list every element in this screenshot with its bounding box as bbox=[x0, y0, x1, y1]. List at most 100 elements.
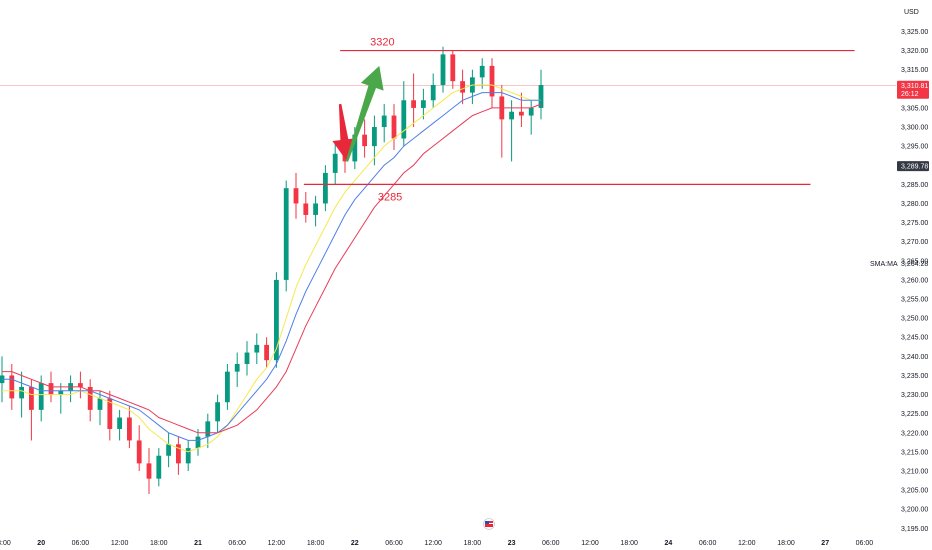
candle-body[interactable] bbox=[107, 398, 113, 429]
time-tick: 06:00 bbox=[856, 540, 874, 547]
time-axis[interactable]: 18:00 20 06:00 12:00 18:00 21 06:00 12:00 18:00 2… bbox=[0, 518, 874, 548]
candle-body[interactable] bbox=[479, 65, 485, 78]
candle-body[interactable] bbox=[362, 134, 367, 147]
plot-area[interactable]: 3320 3285 bbox=[0, 37, 896, 494]
time-tick: 06:00 bbox=[542, 540, 560, 547]
time-tick: 22 bbox=[351, 540, 359, 547]
candle-body[interactable] bbox=[460, 81, 465, 93]
price-tick: 3,270.00 bbox=[901, 239, 928, 246]
price-tick: 3,280.00 bbox=[901, 201, 928, 208]
candle-body[interactable] bbox=[176, 444, 181, 464]
price-tick: 3,225.00 bbox=[901, 411, 928, 418]
candle-body[interactable] bbox=[264, 344, 269, 361]
time-tick: 12:00 bbox=[111, 540, 129, 547]
candle-body[interactable] bbox=[225, 371, 230, 403]
marker-price-value: 3,289.78 bbox=[901, 164, 928, 171]
price-tick: 3,220.00 bbox=[901, 430, 928, 437]
candle-body[interactable] bbox=[127, 417, 132, 441]
indicator-value: 3,264.28 bbox=[901, 261, 928, 268]
price-tick: 3,295.00 bbox=[901, 144, 928, 151]
candle-body[interactable] bbox=[411, 100, 416, 108]
candle-body[interactable] bbox=[440, 54, 446, 85]
candle-body[interactable] bbox=[283, 188, 289, 280]
candle-body[interactable] bbox=[97, 398, 103, 410]
candle-body[interactable] bbox=[166, 444, 171, 456]
candle-body[interactable] bbox=[146, 463, 152, 479]
candle-body[interactable] bbox=[528, 107, 534, 116]
candle-body[interactable] bbox=[58, 390, 64, 395]
time-tick: 12:00 bbox=[424, 540, 442, 547]
time-tick: 06:00 bbox=[72, 540, 90, 547]
candle-body[interactable] bbox=[136, 440, 142, 464]
candle-body[interactable] bbox=[244, 352, 250, 364]
price-tick: 3,260.00 bbox=[901, 277, 928, 284]
candle-body[interactable] bbox=[323, 172, 328, 204]
candle-body[interactable] bbox=[332, 153, 338, 173]
candle-body[interactable] bbox=[421, 100, 426, 108]
price-tick: 3,315.00 bbox=[901, 67, 928, 74]
price-tick: 3,285.00 bbox=[901, 182, 928, 189]
time-tick: 06:00 bbox=[699, 540, 717, 547]
price-tick: 3,195.00 bbox=[901, 526, 928, 533]
candle-body[interactable] bbox=[372, 127, 377, 147]
time-tick: 18:00 bbox=[0, 540, 11, 547]
price-tick: 3,210.00 bbox=[901, 469, 928, 476]
candle-body[interactable] bbox=[519, 111, 524, 116]
sma-line-2 bbox=[2, 92, 541, 441]
price-tick: 3,235.00 bbox=[901, 373, 928, 380]
price-tick: 3,240.00 bbox=[901, 354, 928, 361]
candle-body[interactable] bbox=[303, 203, 309, 215]
candle-body[interactable] bbox=[293, 188, 299, 204]
time-tick: 18:00 bbox=[620, 540, 638, 547]
candle-body[interactable] bbox=[78, 383, 83, 387]
time-tick: 18:00 bbox=[307, 540, 325, 547]
candle-body[interactable] bbox=[9, 375, 15, 399]
candle-body[interactable] bbox=[313, 203, 318, 215]
time-tick: 23 bbox=[508, 540, 516, 547]
flag-canton bbox=[485, 521, 489, 524]
sma-line-3 bbox=[2, 103, 542, 434]
candle-body[interactable] bbox=[401, 100, 407, 139]
marker-price-tag[interactable] bbox=[897, 161, 929, 172]
candle-body[interactable] bbox=[352, 134, 358, 162]
price-tick: 3,255.00 bbox=[901, 297, 928, 304]
candle-body[interactable] bbox=[254, 344, 260, 353]
candle-body[interactable] bbox=[19, 386, 24, 399]
time-tick: 18:00 bbox=[777, 540, 795, 547]
price-tick: 3,205.00 bbox=[901, 488, 928, 495]
candle-body[interactable] bbox=[205, 421, 211, 437]
candle-body[interactable] bbox=[195, 436, 201, 449]
candle-body[interactable] bbox=[381, 115, 387, 128]
time-tick: 06:00 bbox=[385, 540, 403, 547]
currency-label: USD bbox=[904, 9, 919, 16]
time-tick: 27 bbox=[821, 540, 829, 547]
candle-body[interactable] bbox=[29, 386, 34, 410]
candle-body[interactable] bbox=[489, 65, 495, 97]
price-axis[interactable]: 3,325.003,320.003,315.003,310.003,305.00… bbox=[870, 29, 929, 533]
time-tick: 18:00 bbox=[464, 540, 482, 547]
candle-body[interactable] bbox=[234, 364, 240, 372]
candle-body[interactable] bbox=[391, 115, 397, 139]
sma-line-1 bbox=[2, 84, 541, 453]
candle-body[interactable] bbox=[215, 402, 220, 422]
time-tick: 18:00 bbox=[150, 540, 168, 547]
price-tick: 3,325.00 bbox=[901, 29, 928, 36]
candle-body[interactable] bbox=[430, 84, 436, 101]
current-price-tag[interactable] bbox=[897, 80, 929, 99]
price-tick: 3,300.00 bbox=[901, 125, 928, 132]
candle-body[interactable] bbox=[117, 417, 122, 429]
price-tick: 3,215.00 bbox=[901, 449, 928, 456]
candle-body[interactable] bbox=[38, 383, 44, 410]
candle-body[interactable] bbox=[87, 386, 93, 410]
arrow-up-2[interactable] bbox=[345, 65, 384, 162]
candle-body[interactable] bbox=[538, 84, 544, 108]
candle-body[interactable] bbox=[450, 54, 456, 82]
us-flag-icon[interactable] bbox=[483, 518, 495, 530]
candle-body[interactable] bbox=[509, 111, 514, 120]
candle-body[interactable] bbox=[185, 448, 191, 464]
candle-body[interactable] bbox=[274, 279, 279, 361]
candle-body[interactable] bbox=[156, 455, 162, 479]
price-tick: 3,320.00 bbox=[901, 48, 928, 55]
candle-body[interactable] bbox=[48, 383, 54, 395]
